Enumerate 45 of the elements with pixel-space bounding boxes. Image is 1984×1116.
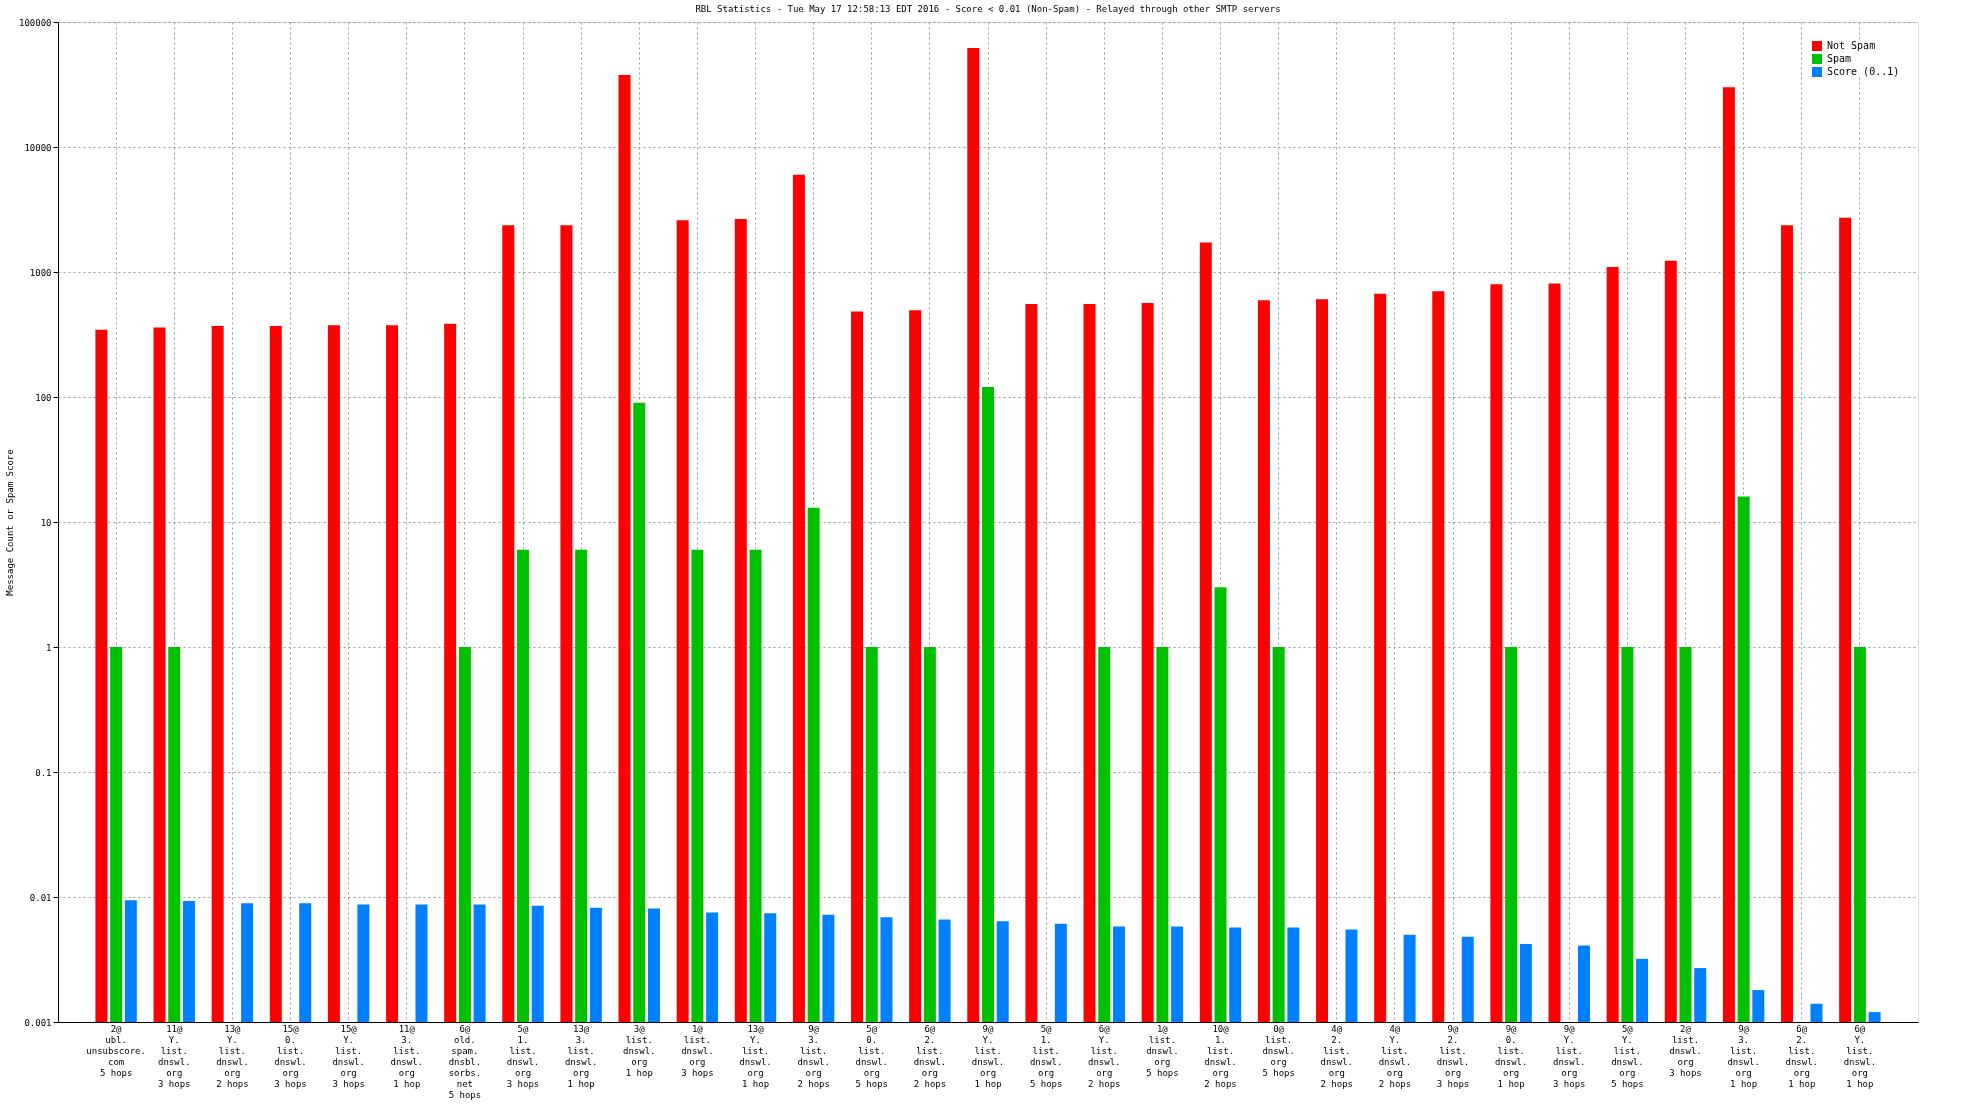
x-tick-label: 9@ 3. list. dnswl. org 2 hops [797, 1023, 830, 1089]
x-tick-label: 0@ list. dnswl. org 5 hops [1262, 1023, 1295, 1078]
x-tick-label: 9@ Y. list. dnswl. org 3 hops [1552, 1023, 1586, 1089]
x-tick-label: 6@ Y. list. dnswl. org 2 hops [1087, 1023, 1121, 1089]
x-tick-label: 1@ list. dnswl. org 3 hops [681, 1023, 714, 1078]
x-tick-label: 1@ list. dnswl. org 5 hops [1146, 1023, 1179, 1078]
x-tick-label: 15@ 0. list. dnswl. org 3 hops [274, 1023, 307, 1089]
y-tick-label: 100 [35, 392, 52, 403]
y-tick-label: 0.1 [35, 767, 52, 778]
x-tick-label: 5@ Y. list. dnswl. org 5 hops [1611, 1023, 1644, 1089]
y-tick-label: 1000 [29, 267, 52, 278]
x-tick-label: 2@ list. dnswl. org 3 hops [1669, 1023, 1702, 1078]
x-tick-label: 9@ 2. list. dnswl. org 3 hops [1436, 1023, 1470, 1089]
x-tick-label: 5@ 1. list. dnswl. org 5 hops [1029, 1023, 1063, 1089]
y-tick-label: 10000 [24, 142, 52, 153]
chart-title: RBL Statistics - Tue May 17 12:58:13 EDT 2016 - Score < 0.01 (Non-Spam) - Relayed through other SMTP servers [695, 4, 1281, 14]
x-tick-label: 2@ ubl. unsubscore. com 5 hops [86, 1023, 146, 1078]
y-tick-label: 1 [46, 642, 52, 653]
x-tick-label: 3@ list. dnswl. org 1 hop [622, 1023, 656, 1078]
legend-label: Spam [1827, 53, 1852, 64]
y-tick-label: 0.01 [29, 892, 52, 903]
x-tick-label: 10@ 1. list. dnswl. org 2 hops [1204, 1023, 1237, 1089]
x-tick-label: 11@ 3. list. dnswl. org 1 hop [390, 1023, 424, 1089]
y-tick-label: 10 [40, 517, 52, 528]
x-tick-label: 4@ 2. list. dnswl. org 2 hops [1320, 1023, 1354, 1089]
x-tick-label: 6@ old. spam. dnsbl. sorbs. net 5 hops [448, 1023, 482, 1100]
legend-label: Score (0..1) [1827, 66, 1900, 77]
x-tick-label: 13@ 3. list. dnswl. org 1 hop [564, 1023, 598, 1089]
x-tick-label: 11@ Y. list. dnswl. org 3 hops [157, 1023, 191, 1089]
x-tick-label: 5@ 0. list. dnswl. org 5 hops [855, 1023, 889, 1089]
x-tick-label: 13@ Y. list. dnswl. org 2 hops [216, 1023, 249, 1089]
x-tick-label: 9@ 0. list. dnswl. org 1 hop [1494, 1023, 1528, 1089]
y-axis-title: Message Count or Spam Score [4, 449, 15, 596]
x-tick-label: 5@ 1. list. dnswl. org 3 hops [506, 1023, 540, 1089]
x-tick-label: 15@ Y. list. dnswl. org 3 hops [332, 1023, 365, 1089]
x-tick-label: 6@ 2. list. dnswl. org 2 hops [913, 1023, 947, 1089]
x-tick-label: 4@ Y. list. dnswl. org 2 hops [1378, 1023, 1412, 1089]
legend-label: Not Spam [1827, 40, 1876, 51]
x-tick-label: 9@ 3. list. dnswl. org 1 hop [1727, 1023, 1760, 1089]
x-tick-label: 6@ Y. list. dnswl. org 1 hop [1843, 1023, 1877, 1089]
y-tick-label: 100000 [18, 17, 52, 28]
x-tick-label: 6@ 2. list. dnswl. org 1 hop [1785, 1023, 1819, 1089]
y-tick-label: 0.001 [24, 1017, 52, 1028]
x-tick-label: 13@ Y. list. dnswl. org 1 hop [739, 1023, 772, 1089]
x-tick-label: 9@ Y. list. dnswl. org 1 hop [971, 1023, 1005, 1089]
